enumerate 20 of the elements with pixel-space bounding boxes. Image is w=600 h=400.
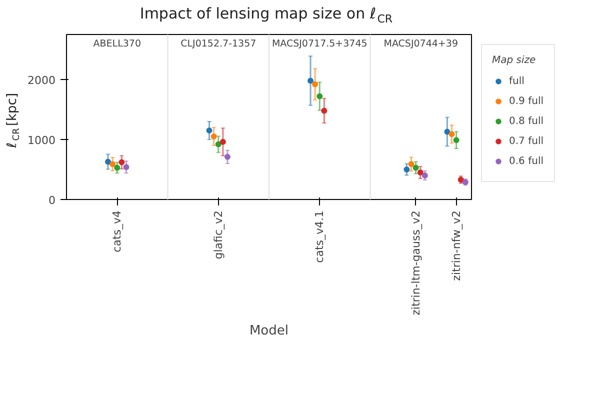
x-tick-label: zitrin-ltm-gauss_v2 <box>409 210 422 316</box>
legend-label: 0.7 full <box>509 136 544 146</box>
annotation: CLJ0152.7-1357 <box>180 38 256 50</box>
y-tick-label: 0 <box>48 194 56 207</box>
x-tick-label: glafic_v2 <box>212 210 225 260</box>
x-axis-title: Model <box>249 323 289 338</box>
x-tick-label: zitrin-nfw_v2 <box>450 210 463 281</box>
x-tick-label: cats_v4.1 <box>313 210 326 263</box>
x-tick-label: cats_v4 <box>110 210 124 252</box>
legend-label: 0.8 full <box>509 116 544 126</box>
annotation: MACSJ0717.5+3745 <box>272 38 368 50</box>
y-tick-label: 2000 <box>28 74 56 87</box>
legend-title: Map size <box>492 55 537 66</box>
legend-label: 0.9 full <box>509 96 544 106</box>
y-axis-title: ℓCR [kpc] <box>5 92 22 149</box>
legend-label: full <box>509 76 526 86</box>
y-tick-label: 1000 <box>28 134 56 147</box>
legend-label: 0.6 full <box>509 156 544 166</box>
annotation: MACSJ0744+39 <box>384 38 458 50</box>
annotation: ABELL370 <box>93 38 142 50</box>
